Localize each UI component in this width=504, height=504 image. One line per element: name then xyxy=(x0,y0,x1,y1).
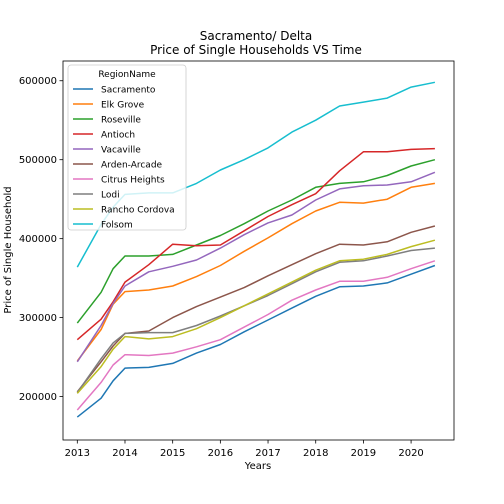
x-tick-label: 2017 xyxy=(255,448,280,459)
legend-box xyxy=(67,64,187,231)
y-tick-label: 300000 xyxy=(19,313,57,324)
legend-label-elk-grove: Elk Grove xyxy=(101,101,145,111)
legend-entries: Sacramento Elk Grove Roseville Antioch Vacav… xyxy=(73,86,175,231)
y-tick-label: 600000 xyxy=(19,76,57,87)
x-tick-label: 2013 xyxy=(65,448,90,459)
legend-label-sacramento: Sacramento xyxy=(101,86,156,96)
legend-label-citrus-heights: Citrus Heights xyxy=(101,176,165,186)
y-tick-label: 400000 xyxy=(19,234,57,245)
series-line-rancho-cordova xyxy=(76,239,436,394)
x-axis: 2013 2014 2015 2016 2017 2018 2019 2020 xyxy=(65,440,424,459)
series-line-elk-grove xyxy=(76,182,436,362)
legend-label-folsom: Folsom xyxy=(101,221,133,231)
series-line-citrus-heights xyxy=(76,260,436,411)
x-tick-label: 2018 xyxy=(303,448,328,459)
y-tick-label: 200000 xyxy=(19,392,57,403)
x-tick-label: 2014 xyxy=(112,448,137,459)
legend-label-arden-arcade: Arden-Arcade xyxy=(101,161,163,171)
series-line-sacramento xyxy=(76,264,436,418)
chart-subtitle: Price of Single Households VS Time xyxy=(150,43,362,57)
series-line-antioch xyxy=(76,147,435,341)
legend-label-lodi: Lodi xyxy=(101,191,120,201)
series-line-vacaville xyxy=(76,171,436,363)
x-tick-label: 2015 xyxy=(160,448,185,459)
legend-label-rancho-cordova: Rancho Cordova xyxy=(101,206,175,216)
series-line-roseville xyxy=(76,158,436,324)
plot-frame xyxy=(62,60,455,441)
legend: RegionName Sacramento Elk Grove Roseville A… xyxy=(67,64,187,231)
series-line-arden-arcade xyxy=(76,225,436,393)
legend-label-antioch: Antioch xyxy=(101,131,135,141)
y-axis-label: Price of Single Household xyxy=(3,186,14,313)
x-tick-label: 2020 xyxy=(398,448,423,459)
series-lines xyxy=(76,81,436,418)
x-tick-label: 2019 xyxy=(351,448,376,459)
y-tick-label: 500000 xyxy=(19,155,57,166)
legend-label-roseville: Roseville xyxy=(101,116,141,126)
legend-title: RegionName xyxy=(98,70,156,80)
y-axis: 200000 300000 400000 500000 600000 xyxy=(19,76,63,403)
x-axis-label: Years xyxy=(244,461,271,472)
x-tick-label: 2016 xyxy=(208,448,233,459)
chart-title: Sacramento/ Delta xyxy=(200,29,312,43)
legend-label-vacaville: Vacaville xyxy=(101,146,141,156)
